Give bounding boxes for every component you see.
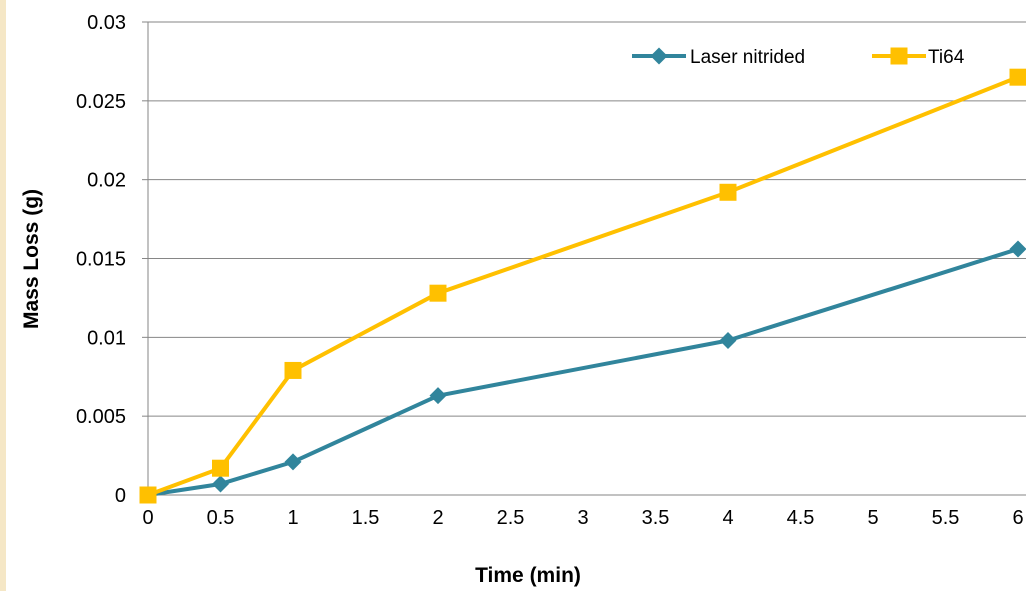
- legend-label: Laser nitrided: [690, 47, 805, 68]
- x-tick-label: 3.5: [642, 507, 670, 529]
- series-0: [139, 240, 1026, 504]
- series-line: [147, 247, 1019, 497]
- square-marker: [212, 459, 229, 477]
- square-marker: [719, 183, 737, 201]
- y-tick-label: 0: [115, 485, 126, 507]
- legend-label: Ti64: [928, 47, 965, 68]
- legend-item: Ti64: [872, 47, 965, 68]
- legend-item: Laser nitrided: [632, 47, 805, 68]
- x-tick-label: 6: [1012, 507, 1023, 529]
- series-line: [147, 75, 1019, 497]
- legend: Laser nitrided Ti64: [632, 47, 965, 68]
- x-tick-label: 4.5: [787, 507, 815, 529]
- x-tick-label: 4: [722, 507, 733, 529]
- series-1: [139, 68, 1026, 504]
- y-axis-title: Mass Loss (g): [20, 189, 43, 329]
- square-marker: [139, 486, 157, 504]
- y-tick-label: 0.025: [76, 91, 126, 113]
- chart-container: 0 0.005 0.01 0.015 0.02 0.025 0.03 0 0.5 1 1.5 2 2.…: [6, 0, 1026, 591]
- x-tick-label: 5.5: [932, 507, 960, 529]
- y-tick-labels: 0 0.005 0.01 0.015 0.02 0.025 0.03: [76, 12, 126, 507]
- x-tick-label: 2.5: [497, 507, 525, 529]
- diamond-marker: [1009, 240, 1026, 258]
- x-tick-label: 1.5: [352, 507, 380, 529]
- diamond-marker: [212, 475, 229, 493]
- square-marker: [429, 284, 447, 302]
- square-marker: [1009, 68, 1026, 86]
- y-tick-label: 0.015: [76, 249, 126, 271]
- y-tick-label: 0.01: [87, 327, 126, 349]
- diamond-marker: [284, 453, 302, 471]
- x-tick-label: 0.5: [207, 507, 235, 529]
- series: [139, 68, 1026, 504]
- y-tick-label: 0.03: [87, 12, 126, 34]
- square-marker: [284, 361, 302, 379]
- y-tick-label: 0.02: [87, 170, 126, 192]
- x-axis-title: Time (min): [475, 564, 581, 587]
- diamond-marker: [719, 331, 737, 349]
- square-marker: [890, 47, 908, 65]
- x-tick-label: 0: [142, 507, 153, 529]
- y-tick-label: 0.005: [76, 406, 126, 428]
- gridlines: [148, 21, 1026, 417]
- x-tick-label: 2: [432, 507, 443, 529]
- x-tick-label: 5: [867, 507, 878, 529]
- axes: [142, 21, 1026, 496]
- diamond-marker: [429, 387, 447, 405]
- x-tick-labels: 0 0.5 1 1.5 2 2.5 3 3.5 4 4.5 5 5.5 6: [142, 507, 1023, 529]
- line-chart: 0 0.005 0.01 0.015 0.02 0.025 0.03 0 0.5 1 1.5 2 2.…: [20, 12, 1026, 587]
- x-tick-label: 3: [577, 507, 588, 529]
- x-tick-label: 1: [287, 507, 298, 529]
- diamond-marker: [650, 47, 668, 65]
